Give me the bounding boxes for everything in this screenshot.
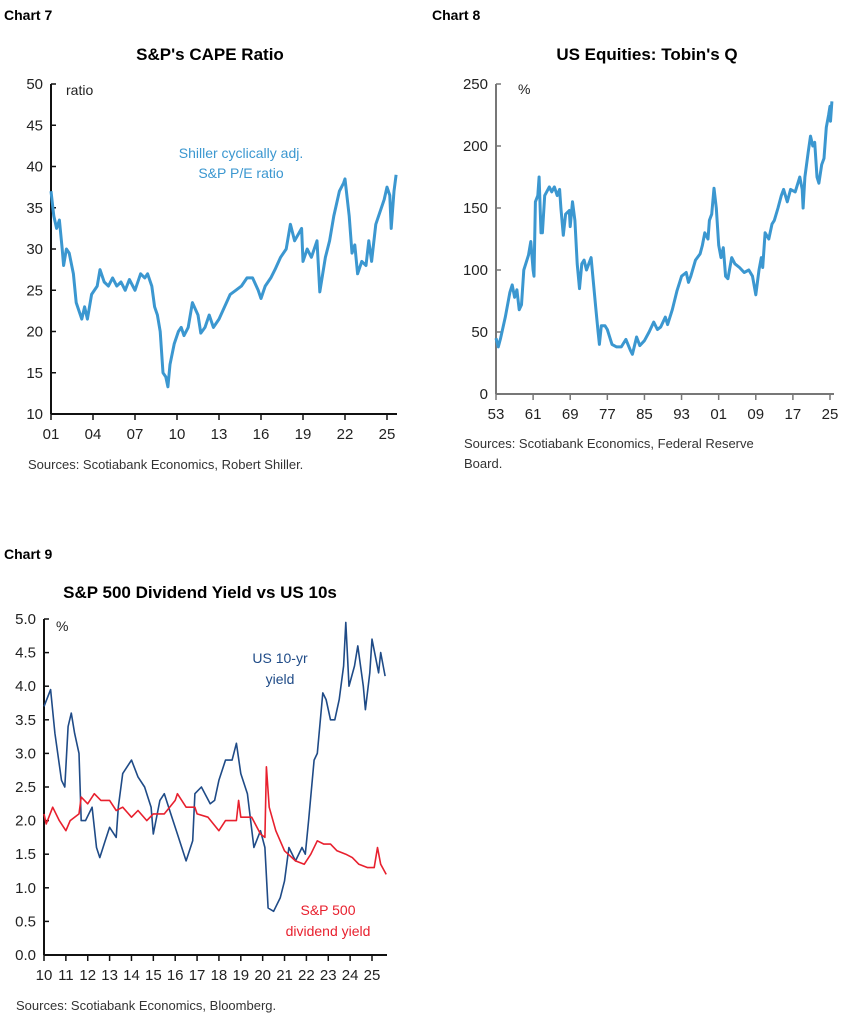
x-tick-label: 77	[599, 406, 616, 423]
chart-8-tobins-q: Chart 8 US Equities: Tobin's Q % Sources…	[432, 7, 838, 471]
chart-9-dividend-vs-10s: Chart 9 S&P 500 Dividend Yield vs US 10s…	[4, 546, 387, 1013]
y-tick-label: 30	[26, 241, 43, 258]
series-line-shiller-cyclically-adj-s-p-p-e-ratio	[49, 174, 398, 389]
chart-9-source: Sources: Scotiabank Economics, Bloomberg…	[16, 998, 276, 1013]
chart-7-label: Chart 7	[4, 7, 52, 23]
x-tick-label: 18	[211, 967, 228, 984]
chart-7-series-label-line-2: S&P P/E ratio	[198, 165, 284, 181]
x-tick-label: 01	[710, 406, 727, 423]
y-tick-label: 100	[463, 262, 488, 279]
x-tick-label: 69	[562, 406, 579, 423]
x-tick-label: 17	[785, 406, 802, 423]
x-tick-label: 10	[169, 426, 186, 443]
chart-8-unit-label: %	[518, 81, 530, 97]
series-line-s-p-500-dividend-yield	[43, 766, 387, 875]
y-tick-label: 20	[26, 324, 43, 341]
x-tick-label: 13	[211, 426, 228, 443]
y-tick-label: 50	[471, 324, 488, 341]
y-tick-label: 10	[26, 406, 43, 423]
chart-8-title: US Equities: Tobin's Q	[556, 45, 737, 64]
x-tick-label: 53	[488, 406, 505, 423]
chart-8-source-line-2: Board.	[464, 456, 502, 471]
x-tick-label: 22	[298, 967, 315, 984]
chart-9-div-label-line-2: dividend yield	[286, 923, 371, 939]
chart-9-title: S&P 500 Dividend Yield vs US 10s	[63, 583, 337, 602]
y-tick-label: 1.5	[15, 846, 36, 863]
y-tick-label: 1.0	[15, 880, 36, 897]
chart-9-label: Chart 9	[4, 546, 52, 562]
chart-9-unit-label: %	[56, 618, 68, 634]
x-tick-label: 14	[123, 967, 140, 984]
chart-7-cape-ratio: Chart 7 S&P's CAPE Ratio ratio Shiller c…	[4, 7, 398, 472]
y-tick-label: 250	[463, 76, 488, 93]
x-tick-label: 85	[636, 406, 653, 423]
series-line-chart-8	[494, 101, 834, 356]
x-tick-label: 25	[379, 426, 396, 443]
x-tick-label: 19	[295, 426, 312, 443]
x-tick-label: 16	[253, 426, 270, 443]
x-tick-label: 04	[85, 426, 102, 443]
x-tick-label: 07	[127, 426, 144, 443]
y-tick-label: 40	[26, 159, 43, 176]
x-tick-label: 11	[58, 967, 74, 984]
x-tick-label: 25	[822, 406, 839, 423]
y-tick-label: 150	[463, 200, 488, 217]
x-tick-label: 21	[276, 967, 293, 984]
y-tick-label: 0.0	[15, 947, 36, 964]
chart-7-series-label-line-1: Shiller cyclically adj.	[179, 145, 303, 161]
x-tick-label: 13	[101, 967, 118, 984]
y-tick-label: 25	[26, 282, 43, 299]
chart-9-us10-label-line-2: yield	[266, 671, 295, 687]
y-tick-label: 4.0	[15, 678, 36, 695]
x-tick-label: 25	[364, 967, 381, 984]
x-tick-label: 01	[43, 426, 60, 443]
y-tick-label: 5.0	[15, 611, 36, 628]
x-tick-label: 24	[342, 967, 359, 984]
chart-7-title: S&P's CAPE Ratio	[136, 45, 284, 64]
x-tick-label: 17	[189, 967, 206, 984]
x-tick-label: 61	[525, 406, 542, 423]
x-tick-label: 93	[673, 406, 690, 423]
chart-9-us10-label-line-1: US 10-yr	[252, 650, 308, 666]
y-tick-label: 0.5	[15, 913, 36, 930]
chart-9-div-label-line-1: S&P 500	[300, 902, 355, 918]
chart-7-unit-label: ratio	[66, 82, 93, 98]
x-tick-label: 20	[254, 967, 271, 984]
y-tick-label: 2.0	[15, 813, 36, 830]
chart-8-source-line-1: Sources: Scotiabank Economics, Federal R…	[464, 436, 754, 451]
y-tick-label: 50	[26, 76, 43, 93]
x-tick-label: 19	[232, 967, 249, 984]
x-tick-label: 23	[320, 967, 337, 984]
x-tick-label: 16	[167, 967, 184, 984]
y-tick-label: 2.5	[15, 779, 36, 796]
x-tick-label: 09	[747, 406, 764, 423]
x-tick-label: 12	[79, 967, 96, 984]
y-tick-label: 200	[463, 138, 488, 155]
y-tick-label: 35	[26, 200, 43, 217]
y-tick-label: 45	[26, 117, 43, 134]
series-line-us-10-yr-yield	[43, 621, 386, 913]
x-tick-label: 10	[36, 967, 53, 984]
y-tick-label: 15	[26, 365, 43, 382]
x-tick-label: 22	[337, 426, 354, 443]
y-tick-label: 4.5	[15, 645, 36, 662]
y-tick-label: 3.0	[15, 745, 36, 762]
x-tick-label: 15	[145, 967, 162, 984]
chart-7-source: Sources: Scotiabank Economics, Robert Sh…	[28, 457, 303, 472]
y-tick-label: 3.5	[15, 712, 36, 729]
chart-8-label: Chart 8	[432, 7, 480, 23]
y-tick-label: 0	[480, 386, 488, 403]
